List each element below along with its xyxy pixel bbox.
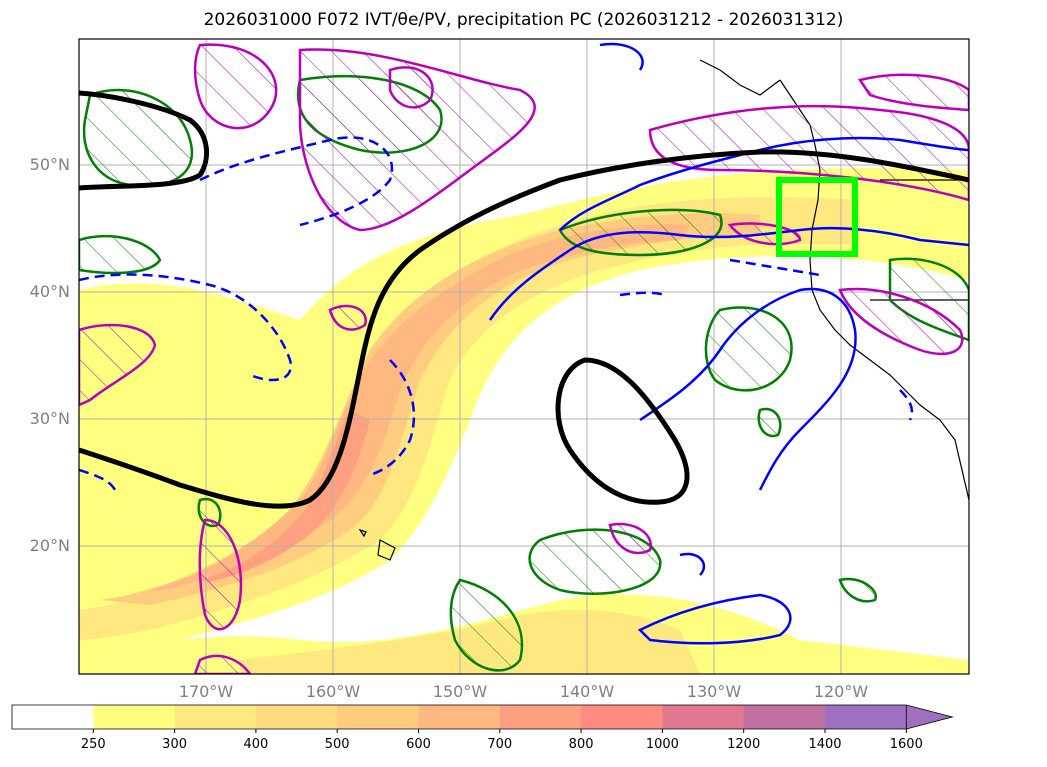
map-panel [79,39,969,674]
colorbar-segment [418,705,501,729]
lon-label-160w: 160°W [305,682,361,701]
lon-label-170w: 170°W [178,682,234,701]
colorbar-extend-arrow [905,704,954,730]
figure-title: 2026031000 F072 IVT/θe/PV, precipitation… [203,10,844,30]
colorbar-segment [93,705,176,729]
map-frame [78,38,970,675]
colorbar-outline [11,704,907,730]
colorbar-tick-label: 300 [162,737,187,752]
colorbar-segment [499,705,582,729]
theta-e-dashed-contours [79,136,914,491]
colorbar-segment [12,705,94,729]
lon-label-150w: 150°W [432,682,488,701]
colorbar-tick-label: 400 [243,737,269,752]
colorbar [11,704,954,733]
lon-label-130w: 130°W [686,682,742,701]
colorbar-tick-label: 1200 [727,737,761,752]
colorbar-segment [337,705,419,729]
colorbar-tick-label: 500 [324,737,350,752]
colorbar-segment [825,705,907,729]
pv-contours [79,43,969,674]
colorbar-segment [662,705,745,729]
lat-label-30n: 30°N [29,409,70,428]
colorbar-tick-label: 250 [80,737,106,752]
target-region-box [776,177,858,257]
colorbar-tick-label: 600 [406,737,431,752]
colorbar-segment [255,705,338,729]
lon-label-120w: 120°W [813,682,869,701]
colorbar-tick-label: 1000 [645,737,679,752]
colorbar-tick-label: 700 [487,737,513,752]
lat-label-50n: 50°N [29,155,70,174]
lat-label-40n: 40°N [29,282,70,301]
colorbar-tick-label: 1600 [889,737,923,752]
height-contours [79,90,969,509]
colorbar-tick-label: 800 [568,737,594,752]
colorbar-tick-label: 1400 [808,737,842,752]
colorbar-segment [581,705,663,729]
lon-label-140w: 140°W [559,682,615,701]
colorbar-segment [743,705,826,729]
colorbar-segment [174,705,257,729]
lat-label-20n: 20°N [29,536,70,555]
